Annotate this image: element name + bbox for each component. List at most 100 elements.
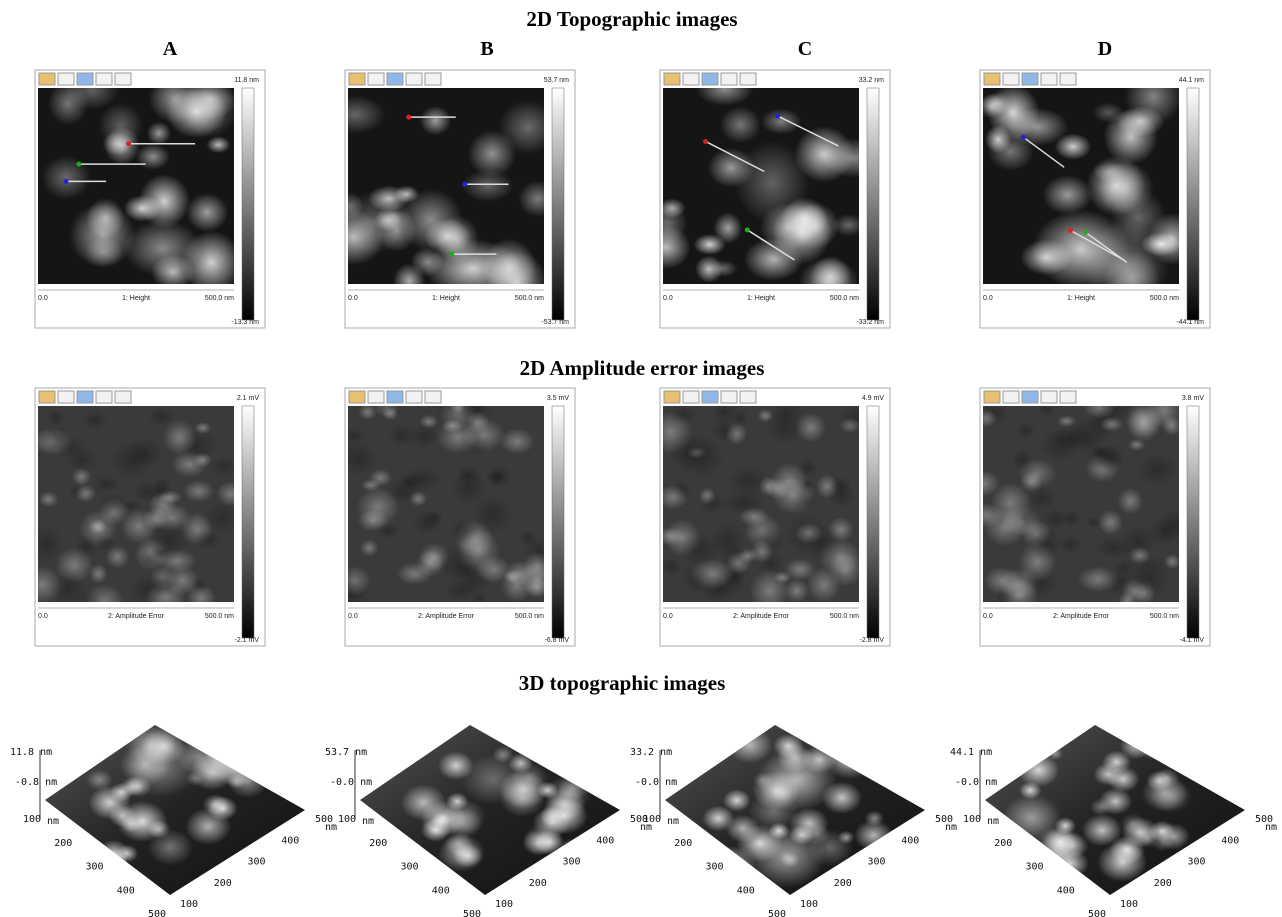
x-start: 0.0: [983, 295, 993, 302]
axis-unit: nm: [945, 822, 957, 833]
axis-tick-label: 300: [1188, 857, 1206, 868]
surface-feature: [441, 419, 462, 432]
surface-feature: [206, 136, 230, 153]
z-max: 44.1 nm: [950, 747, 992, 758]
surface-feature: [829, 552, 862, 587]
surface-peak: [802, 745, 837, 773]
scale-max: 2.1 mV: [237, 395, 260, 402]
surface-3d: 53.7 nm-0.0 nm10010020020030030040040050…: [325, 725, 652, 917]
z-max: 11.8 nm: [10, 747, 52, 758]
afm-image: [22, 406, 245, 618]
section-title: 2D Topographic images: [526, 7, 737, 31]
toolbar-icon: [39, 73, 55, 85]
surface-feature: [1077, 566, 1119, 592]
channel-label: 2: Amplitude Error: [418, 613, 475, 620]
x-start: 0.0: [348, 613, 358, 620]
surface-peak: [1090, 798, 1112, 815]
toolbar-icon: [425, 391, 441, 403]
afm-panel: 4.9 mV0.02: Amplitude Error500.0 nm-2.8 …: [649, 388, 890, 646]
toolbar-icon: [96, 391, 112, 403]
x-end: 500.0 nm: [1150, 613, 1179, 620]
profile-marker: [745, 227, 750, 232]
afm-image: [322, 88, 558, 315]
surface-peak: [723, 789, 751, 811]
surface-feature: [22, 566, 61, 604]
surface-peak: [185, 808, 231, 845]
afm-image: [329, 391, 555, 612]
toolbar-icon: [740, 73, 756, 85]
toolbar-icon: [77, 73, 93, 85]
afm-image: [967, 393, 1196, 612]
surface-peak: [753, 772, 773, 788]
surface-feature: [449, 519, 479, 545]
afm-image: [38, 70, 242, 294]
surface-peak: [203, 794, 230, 815]
section-title: 3D topographic images: [519, 671, 726, 695]
axis-tick-label: 400: [281, 835, 299, 846]
axis-tick-label: 400: [1057, 885, 1075, 896]
axis-unit: nm: [667, 816, 679, 827]
profile-marker: [76, 162, 81, 167]
channel-label: 1: Height: [122, 295, 150, 302]
surface-feature: [709, 260, 738, 277]
scale-max: 4.9 mV: [862, 395, 885, 402]
scale-min: -6.8 mV: [544, 637, 569, 644]
surface-feature: [163, 420, 196, 455]
surface-feature: [796, 412, 826, 442]
colorbar: [552, 406, 564, 638]
surface-peak: [1035, 826, 1084, 865]
x-start: 0.0: [38, 613, 48, 620]
surface-feature: [699, 494, 727, 514]
surface-peak: [117, 801, 168, 842]
axis-tick-label: 300: [1026, 862, 1044, 873]
toolbar-icon: [1060, 391, 1076, 403]
toolbar-icon: [349, 391, 365, 403]
surface-feature: [454, 560, 481, 581]
surface-feature: [396, 563, 432, 585]
surface-feature: [159, 490, 183, 504]
surface-feature: [1141, 232, 1181, 256]
afm-image: [979, 68, 1197, 310]
surface-peak: [1097, 842, 1147, 882]
profile-marker: [64, 179, 69, 184]
surface-peak: [727, 727, 772, 763]
surface-feature: [75, 535, 98, 557]
surface-peak: [444, 808, 482, 838]
surface-feature: [409, 424, 439, 449]
surface-feature: [72, 468, 91, 486]
axis-tick-label: 400: [1221, 835, 1239, 846]
surface-feature: [42, 155, 91, 199]
channel-label: 2: Amplitude Error: [733, 613, 790, 620]
surface-feature: [761, 108, 802, 134]
afm-panel: 3.5 mV0.02: Amplitude Error500.0 nm-6.8 …: [329, 388, 575, 646]
surface-feature: [739, 549, 758, 563]
axis-tick-label: 500: [148, 909, 166, 917]
surface-feature: [1015, 423, 1036, 439]
profile-marker: [775, 113, 780, 118]
axis-tick-label: 200: [529, 878, 547, 889]
axis-tick-label: 300: [706, 862, 724, 873]
surface-feature: [149, 519, 190, 561]
surface-feature: [757, 409, 773, 422]
channel-label: 2: Amplitude Error: [108, 613, 165, 620]
scale-min: -44.1 nm: [1176, 319, 1204, 326]
z-max: 53.7 nm: [325, 747, 367, 758]
surface-peak: [522, 830, 554, 856]
afm-panel: 53.7 nm0.01: Height500.0 nm-53.7 nm: [322, 70, 575, 328]
toolbar-icon: [984, 73, 1000, 85]
profile-marker: [449, 252, 454, 257]
toolbar-icon: [58, 73, 74, 85]
surface-feature: [1085, 517, 1102, 529]
surface-peak: [438, 751, 474, 780]
surface-peak: [781, 852, 799, 867]
surface-feature: [988, 132, 1034, 171]
surface-feature: [681, 434, 725, 479]
afm-image: [649, 400, 871, 613]
surface-feature: [399, 189, 463, 252]
axis-tick-label: 400: [432, 885, 450, 896]
x-end: 500.0 nm: [830, 295, 859, 302]
afm-panel: 2.1 mV0.02: Amplitude Error500.0 nm-2.1 …: [22, 388, 265, 646]
surface-feature: [192, 577, 208, 593]
